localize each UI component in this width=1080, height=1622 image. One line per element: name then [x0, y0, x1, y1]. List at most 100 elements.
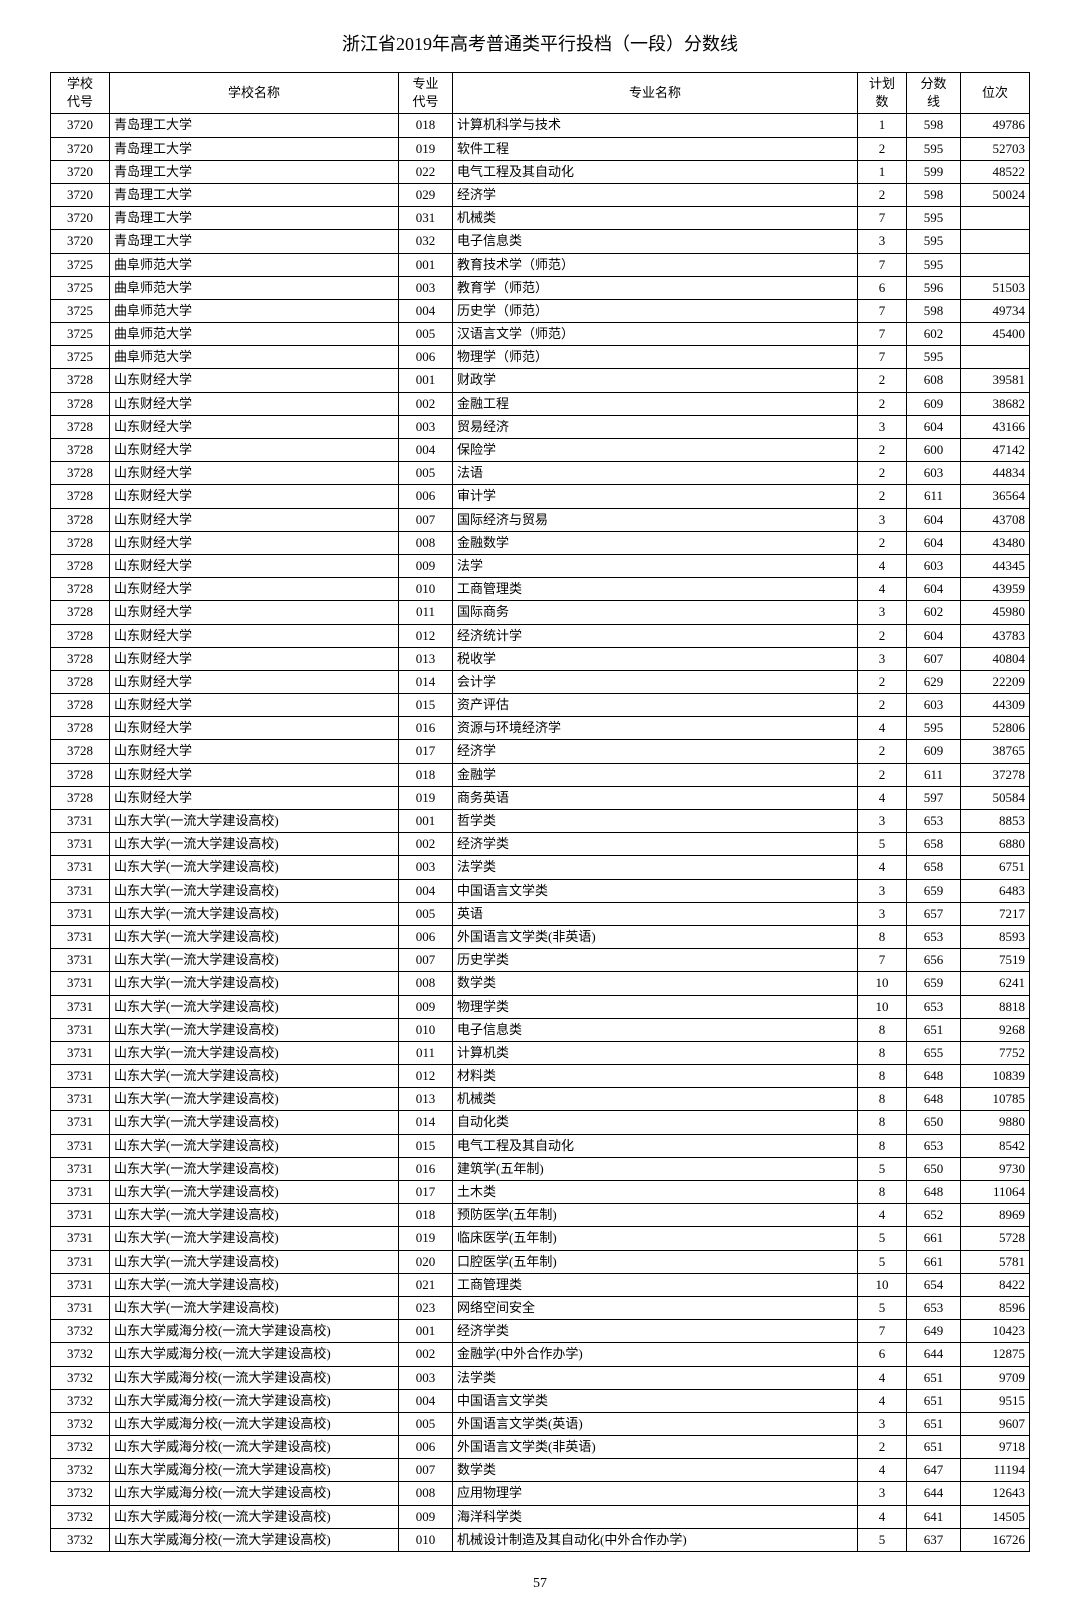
table-cell: 658 — [907, 833, 961, 856]
table-cell: 021 — [399, 1273, 453, 1296]
table-cell: 7 — [858, 299, 907, 322]
table-cell: 3 — [858, 810, 907, 833]
table-cell: 山东大学(一流大学建设高校) — [110, 1088, 399, 1111]
table-cell: 653 — [907, 1296, 961, 1319]
table-cell: 3728 — [51, 392, 110, 415]
table-cell: 43959 — [961, 578, 1030, 601]
table-cell: 018 — [399, 763, 453, 786]
table-cell: 49786 — [961, 114, 1030, 137]
table-cell: 602 — [907, 323, 961, 346]
table-cell: 4 — [858, 1389, 907, 1412]
table-cell: 物理学（师范） — [453, 346, 858, 369]
table-cell: 3731 — [51, 833, 110, 856]
table-cell: 5 — [858, 1528, 907, 1551]
table-cell: 11064 — [961, 1181, 1030, 1204]
table-cell: 山东大学威海分校(一流大学建设高校) — [110, 1366, 399, 1389]
table-cell: 3731 — [51, 995, 110, 1018]
table-cell: 651 — [907, 1436, 961, 1459]
table-cell: 电气工程及其自动化 — [453, 1134, 858, 1157]
table-cell: 16726 — [961, 1528, 1030, 1551]
table-cell: 3728 — [51, 578, 110, 601]
table-cell: 历史学类 — [453, 949, 858, 972]
table-cell: 648 — [907, 1181, 961, 1204]
table-cell: 017 — [399, 1181, 453, 1204]
table-cell: 山东大学(一流大学建设高校) — [110, 1065, 399, 1088]
table-cell: 山东大学(一流大学建设高校) — [110, 972, 399, 995]
header-school-name: 学校名称 — [110, 73, 399, 114]
table-cell: 山东大学(一流大学建设高校) — [110, 1041, 399, 1064]
table-cell: 657 — [907, 902, 961, 925]
table-cell: 611 — [907, 485, 961, 508]
table-cell: 山东财经大学 — [110, 439, 399, 462]
table-row: 3720青岛理工大学022电气工程及其自动化159948522 — [51, 160, 1030, 183]
table-cell: 4 — [858, 554, 907, 577]
table-cell: 预防医学(五年制) — [453, 1204, 858, 1227]
table-cell: 016 — [399, 1157, 453, 1180]
table-cell: 595 — [907, 717, 961, 740]
table-cell: 英语 — [453, 902, 858, 925]
table-cell: 山东大学(一流大学建设高校) — [110, 1157, 399, 1180]
table-cell: 603 — [907, 694, 961, 717]
table-cell: 3732 — [51, 1320, 110, 1343]
table-cell: 600 — [907, 439, 961, 462]
table-cell: 3732 — [51, 1412, 110, 1435]
table-cell: 653 — [907, 995, 961, 1018]
table-cell: 013 — [399, 647, 453, 670]
table-cell: 经济学类 — [453, 1320, 858, 1343]
table-cell: 654 — [907, 1273, 961, 1296]
table-cell: 山东大学(一流大学建设高校) — [110, 1250, 399, 1273]
table-cell: 机械类 — [453, 207, 858, 230]
table-cell: 金融工程 — [453, 392, 858, 415]
table-row: 3720青岛理工大学032电子信息类3595 — [51, 230, 1030, 253]
table-row: 3728山东财经大学012经济统计学260443783 — [51, 624, 1030, 647]
table-cell: 604 — [907, 624, 961, 647]
table-cell: 9718 — [961, 1436, 1030, 1459]
table-cell: 山东财经大学 — [110, 369, 399, 392]
table-row: 3728山东财经大学008金融数学260443480 — [51, 531, 1030, 554]
table-cell: 山东大学威海分校(一流大学建设高校) — [110, 1459, 399, 1482]
table-row: 3731山东大学(一流大学建设高校)006外国语言文学类(非英语)8653859… — [51, 925, 1030, 948]
table-row: 3731山东大学(一流大学建设高校)021工商管理类106548422 — [51, 1273, 1030, 1296]
table-cell: 3728 — [51, 439, 110, 462]
table-cell: 597 — [907, 786, 961, 809]
table-cell: 9730 — [961, 1157, 1030, 1180]
table-cell: 4 — [858, 578, 907, 601]
table-cell: 8 — [858, 1181, 907, 1204]
table-cell: 49734 — [961, 299, 1030, 322]
table-cell: 机械类 — [453, 1088, 858, 1111]
table-cell: 004 — [399, 299, 453, 322]
table-cell: 008 — [399, 1482, 453, 1505]
table-cell: 653 — [907, 925, 961, 948]
table-cell: 3731 — [51, 1134, 110, 1157]
table-row: 3731山东大学(一流大学建设高校)003法学类46586751 — [51, 856, 1030, 879]
table-cell: 3728 — [51, 462, 110, 485]
table-cell: 3728 — [51, 786, 110, 809]
table-cell: 661 — [907, 1250, 961, 1273]
table-cell: 山东大学(一流大学建设高校) — [110, 810, 399, 833]
table-cell: 山东财经大学 — [110, 601, 399, 624]
table-cell: 3728 — [51, 601, 110, 624]
table-cell: 3732 — [51, 1389, 110, 1412]
table-cell: 029 — [399, 183, 453, 206]
table-cell: 山东大学(一流大学建设高校) — [110, 1296, 399, 1319]
table-cell: 3 — [858, 601, 907, 624]
table-row: 3728山东财经大学011国际商务360245980 — [51, 601, 1030, 624]
table-cell: 595 — [907, 253, 961, 276]
table-cell: 611 — [907, 763, 961, 786]
table-cell: 临床医学(五年制) — [453, 1227, 858, 1250]
table-cell: 国际经济与贸易 — [453, 508, 858, 531]
table-cell: 3728 — [51, 415, 110, 438]
table-cell: 015 — [399, 1134, 453, 1157]
table-cell: 金融数学 — [453, 531, 858, 554]
table-row: 3728山东财经大学015资产评估260344309 — [51, 694, 1030, 717]
table-cell: 山东大学(一流大学建设高校) — [110, 856, 399, 879]
table-row: 3731山东大学(一流大学建设高校)018预防医学(五年制)46528969 — [51, 1204, 1030, 1227]
table-cell — [961, 253, 1030, 276]
table-cell: 12643 — [961, 1482, 1030, 1505]
table-cell: 648 — [907, 1065, 961, 1088]
table-cell: 资源与环境经济学 — [453, 717, 858, 740]
table-cell: 3728 — [51, 694, 110, 717]
table-cell: 3728 — [51, 508, 110, 531]
table-row: 3731山东大学(一流大学建设高校)014自动化类86509880 — [51, 1111, 1030, 1134]
table-row: 3731山东大学(一流大学建设高校)004中国语言文学类36596483 — [51, 879, 1030, 902]
